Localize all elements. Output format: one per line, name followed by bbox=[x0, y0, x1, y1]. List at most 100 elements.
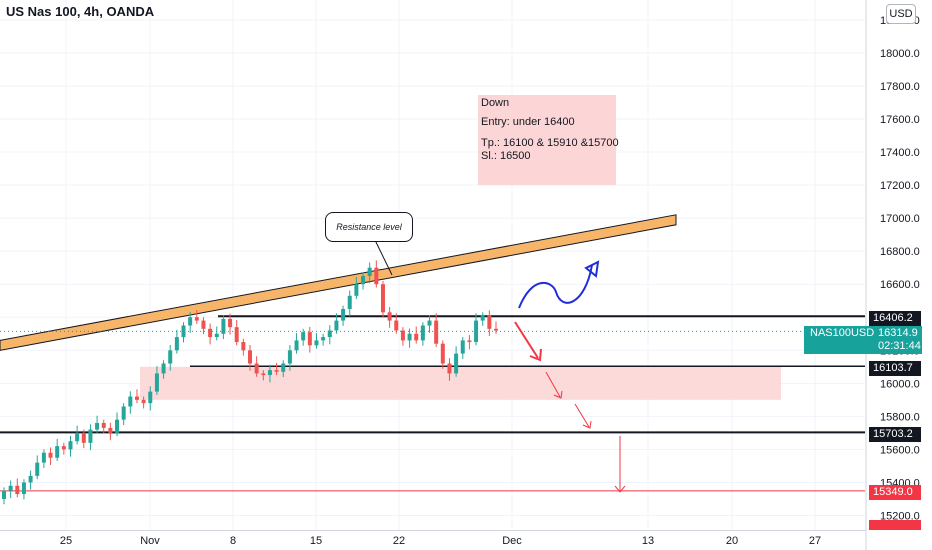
y-tick-label: 16600.0 bbox=[880, 279, 920, 291]
candle-body bbox=[174, 337, 179, 351]
candle-body bbox=[161, 363, 166, 374]
candle-body bbox=[68, 441, 73, 450]
candle-body bbox=[447, 363, 452, 374]
candle-body bbox=[434, 320, 439, 344]
candle-body bbox=[254, 363, 259, 374]
candle-body bbox=[387, 312, 392, 321]
bearish-arrow-3 bbox=[574, 403, 590, 428]
candle-body bbox=[181, 325, 186, 338]
ticker-price-label[interactable]: NAS100USD 16314.9 02:31:44 bbox=[804, 326, 922, 354]
candle-body bbox=[267, 370, 272, 376]
candle-body bbox=[420, 325, 425, 341]
chart-title: US Nas 100, 4h, OANDA bbox=[6, 4, 155, 19]
candle-body bbox=[88, 429, 93, 443]
candle-body bbox=[281, 363, 286, 372]
candle-body bbox=[188, 317, 193, 326]
candle-body bbox=[48, 452, 53, 458]
bearish-arrowhead-1 bbox=[529, 348, 542, 362]
candle-body bbox=[467, 340, 472, 343]
candle-body bbox=[8, 485, 13, 491]
note-entry: Entry: under 16400 bbox=[481, 116, 575, 128]
candle-body bbox=[134, 396, 139, 400]
level-label-15703: 15703.2 bbox=[869, 427, 921, 442]
candle-body bbox=[287, 350, 292, 364]
candle-body bbox=[2, 490, 6, 499]
x-tick-label: 13 bbox=[642, 535, 654, 547]
y-tick-label: 15600.0 bbox=[880, 444, 920, 456]
candle-body bbox=[214, 333, 219, 338]
candle-body bbox=[440, 343, 445, 364]
x-tick-label: 22 bbox=[393, 535, 405, 547]
x-tick-label: 27 bbox=[809, 535, 821, 547]
support-zone bbox=[140, 366, 781, 400]
note-tp: Tp.: 16100 & 15910 &15700 bbox=[481, 137, 619, 149]
callout-pointer bbox=[374, 239, 393, 276]
candle-body bbox=[15, 485, 20, 495]
level-label-15349: 15349.0 bbox=[869, 485, 921, 500]
candle-body bbox=[454, 353, 459, 374]
bullish-projection-arrowhead bbox=[584, 260, 600, 278]
candle-body bbox=[380, 284, 385, 313]
candle-body bbox=[61, 446, 66, 450]
y-tick-label: 17200.0 bbox=[880, 180, 920, 192]
candle-body bbox=[234, 327, 239, 343]
candle-body bbox=[494, 328, 498, 331]
x-tick-label: 20 bbox=[726, 535, 738, 547]
candle-body bbox=[241, 342, 246, 351]
candle-body bbox=[108, 427, 113, 433]
candle-body bbox=[168, 350, 173, 364]
x-tick-label: 15 bbox=[310, 535, 322, 547]
candle-body bbox=[334, 320, 339, 331]
candle-body bbox=[314, 340, 319, 346]
candle-body bbox=[81, 432, 86, 443]
candle-body bbox=[361, 275, 366, 285]
bullish-projection-curve bbox=[518, 264, 593, 309]
candle-body bbox=[41, 452, 46, 463]
candle-body bbox=[414, 333, 419, 341]
candle-body bbox=[347, 295, 352, 309]
x-tick-label: Nov bbox=[140, 535, 160, 547]
candle-body bbox=[201, 320, 206, 329]
y-tick-label: 16000.0 bbox=[880, 378, 920, 390]
candle-body bbox=[427, 320, 432, 326]
candle-body bbox=[460, 340, 465, 354]
candle-body bbox=[480, 315, 485, 321]
trade-note[interactable]: Down Entry: under 16400 Tp.: 16100 & 159… bbox=[478, 95, 619, 185]
candle-body bbox=[487, 315, 492, 329]
y-tick-label: 17600.0 bbox=[880, 114, 920, 126]
candle-body bbox=[400, 330, 405, 341]
ticker-price: 16314.9 bbox=[878, 327, 918, 339]
resistance-band bbox=[0, 214, 677, 351]
candle-body bbox=[141, 399, 146, 404]
bearish-arrowhead-2 bbox=[553, 390, 563, 399]
candle-body bbox=[327, 330, 332, 338]
candle-body bbox=[394, 320, 399, 331]
candle-body bbox=[101, 422, 106, 428]
bearish-arrow-2 bbox=[545, 371, 561, 398]
candle-body bbox=[248, 350, 252, 364]
candle-body bbox=[154, 373, 159, 392]
cutoff-level-label bbox=[869, 520, 921, 530]
candle-body bbox=[21, 482, 26, 495]
y-tick-label: 17400.0 bbox=[880, 147, 920, 159]
y-tick-label: 16800.0 bbox=[880, 246, 920, 258]
candle-body bbox=[75, 432, 80, 442]
candle-body bbox=[321, 337, 326, 341]
candle-body bbox=[341, 309, 346, 321]
candle-body bbox=[307, 332, 312, 346]
bearish-arrowhead-4 bbox=[614, 485, 626, 493]
x-tick-label: Dec bbox=[502, 535, 522, 547]
y-tick-label: 15200.0 bbox=[880, 511, 920, 523]
y-tick-label: 18000.0 bbox=[880, 48, 920, 60]
currency-button[interactable]: USD bbox=[886, 4, 916, 24]
resistance-callout[interactable]: Resistance level bbox=[325, 212, 413, 242]
candle-body bbox=[95, 422, 100, 430]
candle-body bbox=[148, 391, 153, 404]
x-tick-label: 8 bbox=[230, 535, 236, 547]
candle-body bbox=[55, 446, 60, 458]
candle-body bbox=[194, 317, 199, 321]
note-direction: Down bbox=[481, 97, 510, 109]
bearish-arrowhead-3 bbox=[582, 420, 592, 429]
